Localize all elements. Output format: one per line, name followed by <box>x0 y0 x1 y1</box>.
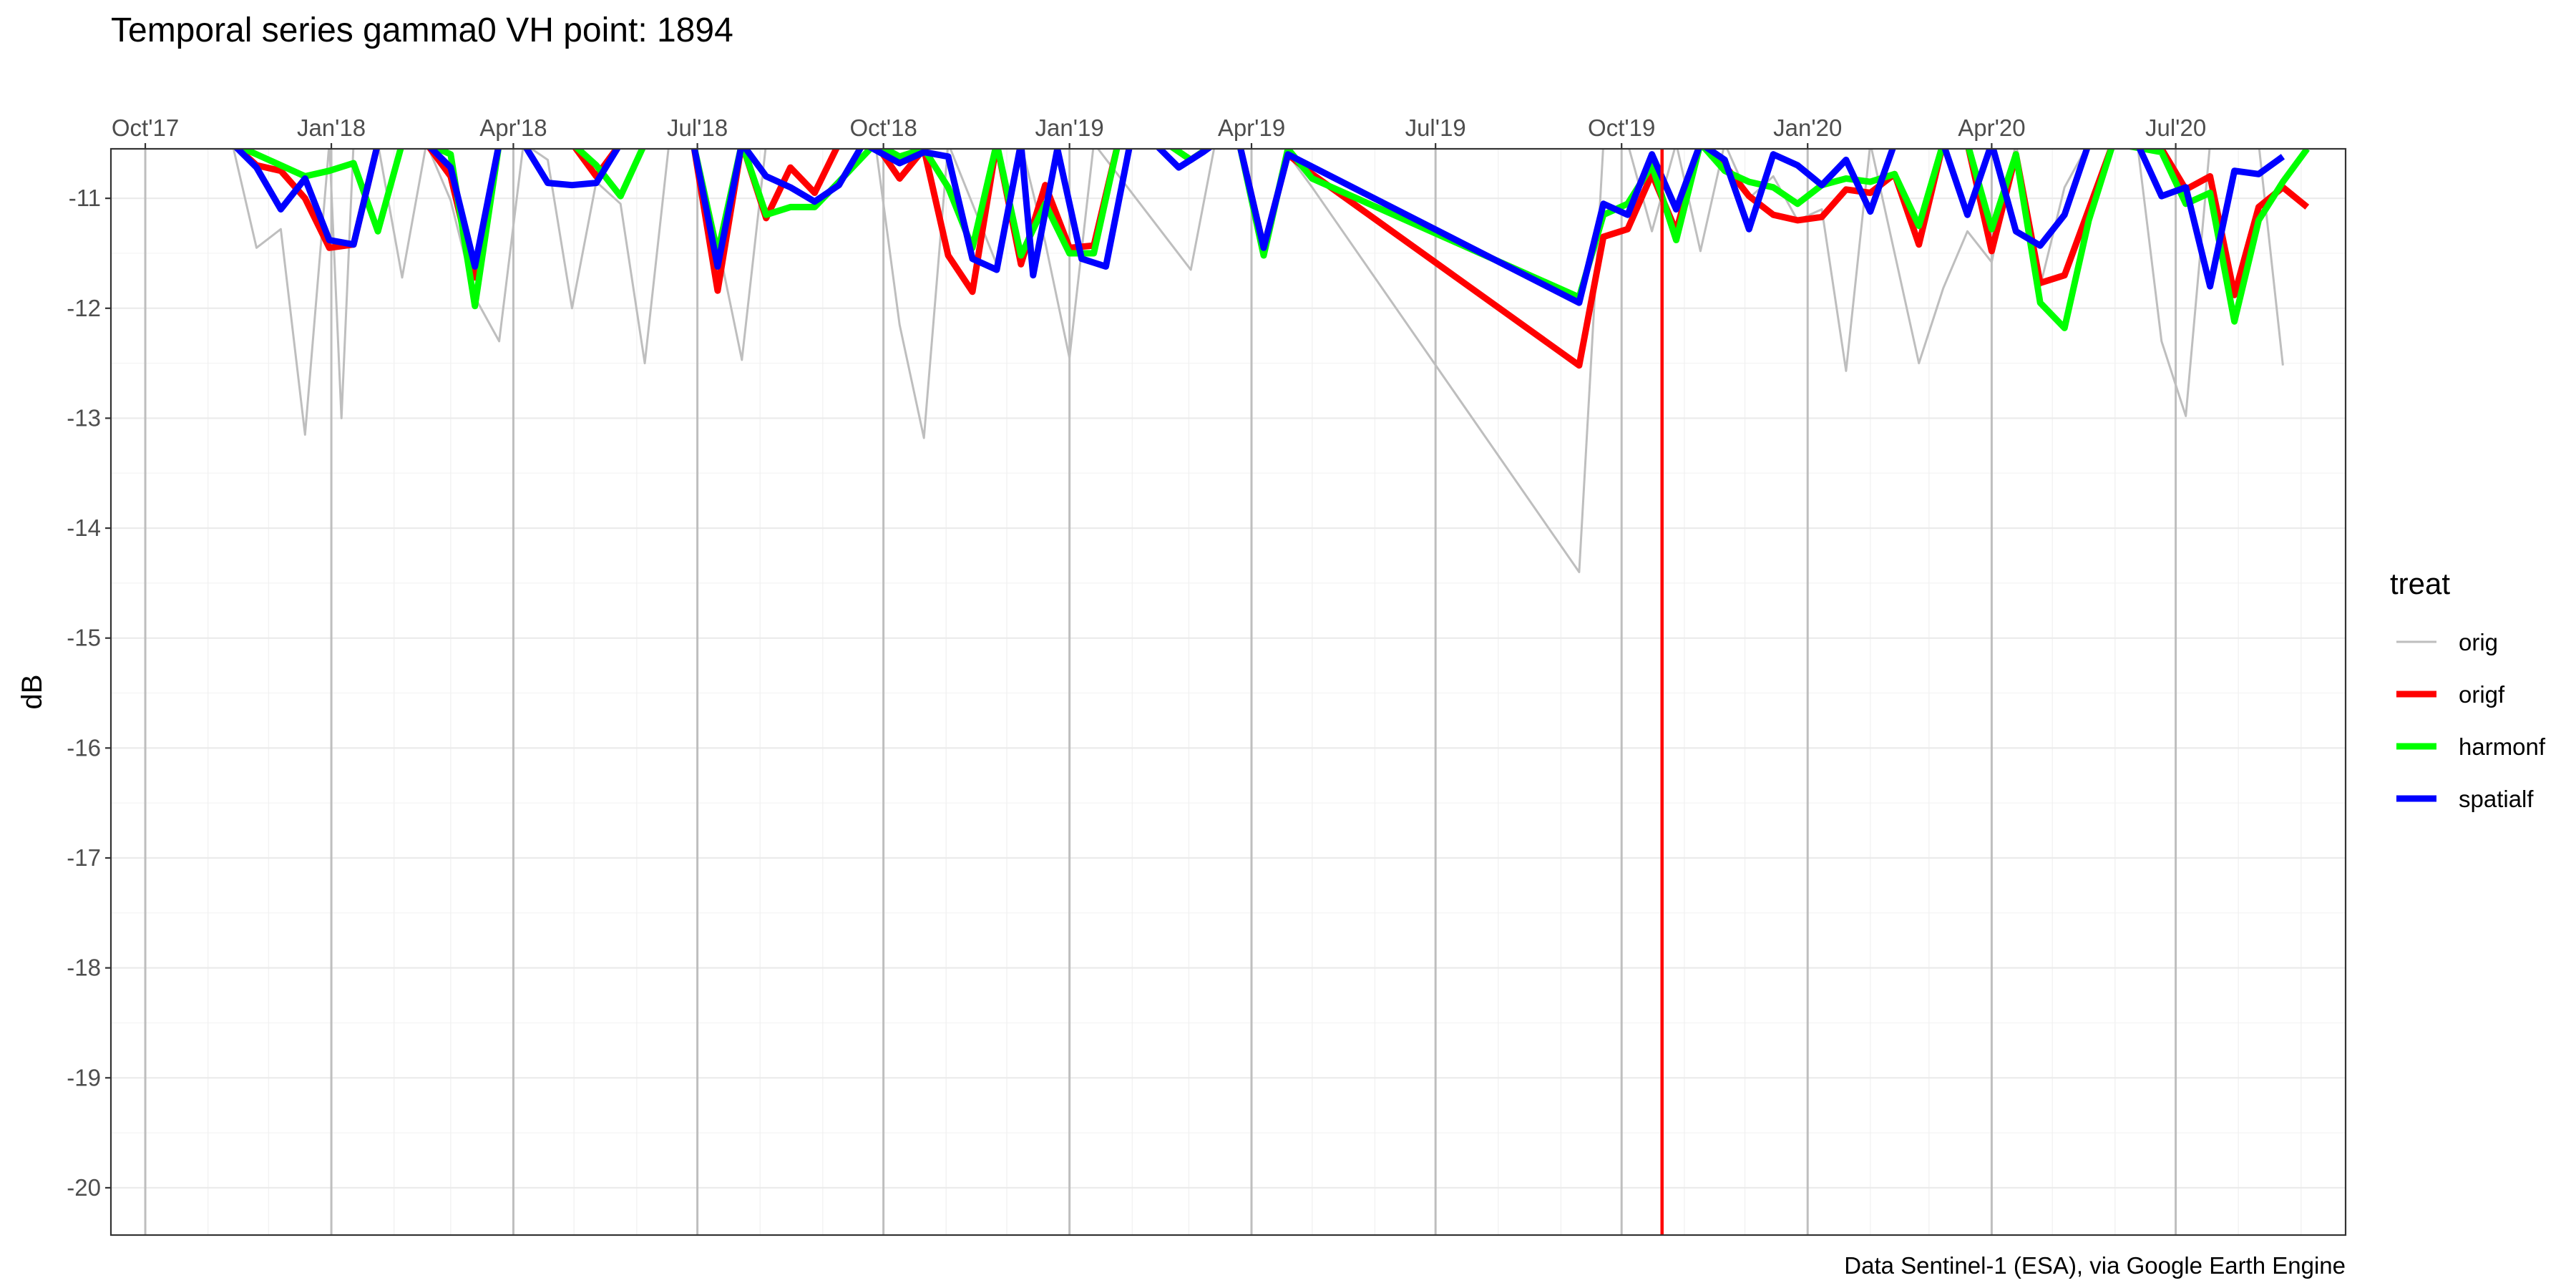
legend-label-spatialf: spatialf <box>2459 786 2534 812</box>
x-tick-label: Jan'18 <box>297 114 366 141</box>
x-tick-label: Jul'20 <box>2145 114 2206 141</box>
y-axis: -11 -12 -13 -14 -15 -16 -17 -18 -19 -20 <box>67 185 111 1201</box>
legend-label-origf: origf <box>2459 681 2505 708</box>
series-line-harmonf <box>236 149 2310 331</box>
x-tick-label: Apr'19 <box>1218 114 1285 141</box>
y-axis-label: dB <box>16 675 48 710</box>
x-tick-label: Jan'20 <box>1773 114 1842 141</box>
legend: treat orig origf harmonf spatialf <box>2390 567 2546 812</box>
x-axis: Oct'17 Jan'18 Apr'18 Jul'18 Oct'18 Jan'19 Apr'… <box>112 114 2206 149</box>
x-tick-label: Jul'18 <box>667 114 728 141</box>
y-tick-label: -18 <box>67 955 101 981</box>
panel-border <box>109 147 2347 1236</box>
y-tick-label: -20 <box>67 1174 101 1201</box>
x-tick-label: Jul'19 <box>1405 114 1466 141</box>
y-tick-label: -16 <box>67 734 101 761</box>
x-tick-label: Oct'19 <box>1588 114 1655 141</box>
x-tick-label: Jan'19 <box>1035 114 1104 141</box>
legend-label-orig: orig <box>2459 629 2498 655</box>
y-tick-label: -14 <box>67 514 101 541</box>
chart-title: Temporal series gamma0 VH point: 1894 <box>111 11 733 49</box>
x-tick-label: Oct'18 <box>849 114 917 141</box>
series-layer <box>232 149 2310 573</box>
y-tick-label: -15 <box>67 625 101 651</box>
caption: Data Sentinel-1 (ESA), via Google Earth … <box>1844 1252 2346 1279</box>
x-tick-label: Oct'17 <box>112 114 179 141</box>
legend-label-harmonf: harmonf <box>2459 733 2546 760</box>
x-tick-label: Apr'20 <box>1958 114 2025 141</box>
y-tick-label: -19 <box>67 1064 101 1091</box>
y-tick-label: -17 <box>67 844 101 871</box>
y-tick-label: -11 <box>69 185 101 211</box>
legend-title: treat <box>2390 567 2450 600</box>
grid-major <box>111 149 2346 1235</box>
x-tick-label: Apr'18 <box>479 114 547 141</box>
series-line-spatialf <box>233 149 2285 306</box>
y-tick-label: -12 <box>67 295 101 321</box>
y-tick-label: -13 <box>67 404 101 431</box>
